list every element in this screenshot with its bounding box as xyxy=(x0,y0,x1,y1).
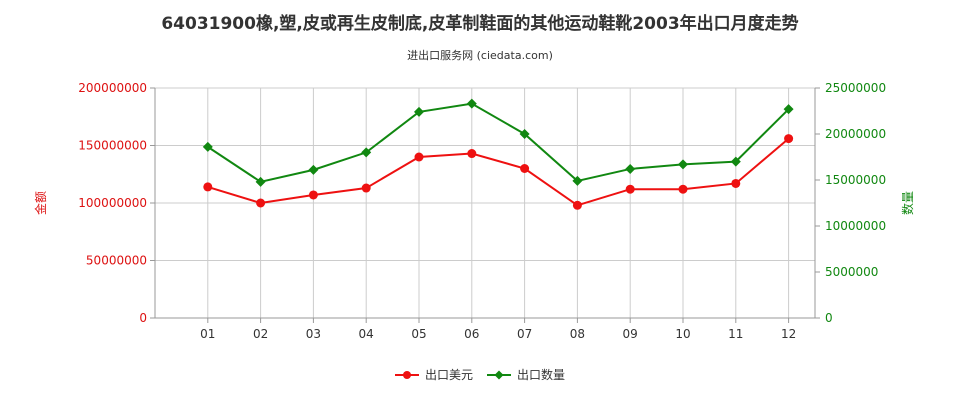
series-1-point xyxy=(731,178,741,188)
series-2-point xyxy=(519,129,530,139)
y-left-tick-label: 0 xyxy=(139,311,147,325)
x-tick-label: 03 xyxy=(306,327,321,341)
y-left-tick-label: 200000000 xyxy=(78,81,147,95)
series-2-point xyxy=(361,147,372,158)
series-2-point xyxy=(308,164,319,175)
x-tick-label: 07 xyxy=(517,327,532,341)
y-left-tick-label: 50000000 xyxy=(86,254,147,268)
series-2-point xyxy=(783,104,794,115)
series-2-point xyxy=(625,163,636,174)
y-left-axis-label: 金额 xyxy=(33,191,48,215)
y-right-tick-label: 0 xyxy=(825,311,833,325)
series-1-point xyxy=(572,200,582,210)
x-tick-label: 01 xyxy=(200,327,215,341)
x-tick-label: 08 xyxy=(570,327,585,341)
x-tick-label: 11 xyxy=(728,327,743,341)
series-1-point xyxy=(520,164,530,173)
x-tick-label: 04 xyxy=(359,327,374,341)
x-tick-label: 05 xyxy=(411,327,426,341)
series-1-point xyxy=(784,134,794,144)
x-tick-label: 06 xyxy=(464,327,479,341)
series-1-point xyxy=(467,149,477,159)
y-right-tick-label: 10000000 xyxy=(825,219,886,233)
legend-label-1: 出口美元 xyxy=(425,368,473,382)
x-tick-label: 09 xyxy=(623,327,638,341)
x-tick-label: 10 xyxy=(675,327,690,341)
series-1-point xyxy=(678,184,688,194)
series-1-point xyxy=(308,190,318,200)
series-line-2 xyxy=(207,102,790,183)
series-2-point xyxy=(202,141,213,152)
y-right-axis-label: 数量 xyxy=(900,191,915,215)
y-right-tick-label: 15000000 xyxy=(825,173,886,187)
x-tick-label: 12 xyxy=(781,327,796,341)
legend-marker-1 xyxy=(403,371,411,379)
series-1-point xyxy=(414,152,424,162)
legend-label-2: 出口数量 xyxy=(517,367,565,382)
chart-title: 64031900橡,塑,皮或再生皮制底,皮革制鞋面的其他运动鞋靴2003年出口月… xyxy=(161,13,798,34)
series-1-point xyxy=(203,182,213,192)
series-1-point xyxy=(361,183,371,193)
y-left-tick-label: 100000000 xyxy=(78,196,147,210)
y-left-tick-label: 150000000 xyxy=(78,139,147,153)
series-line-1 xyxy=(207,137,790,207)
series-1-point xyxy=(625,184,635,194)
chart-subtitle: 进出口服务网 (ciedata.com) xyxy=(407,48,553,62)
plot-area: 0500000001000000001500000002000000000500… xyxy=(33,81,915,382)
x-tick-label: 02 xyxy=(253,327,268,341)
series-2-point xyxy=(466,98,477,109)
series-1-point xyxy=(256,198,266,208)
legend-marker-2 xyxy=(494,370,504,380)
series-2-point xyxy=(730,156,741,167)
series-2-point xyxy=(255,176,266,187)
y-right-tick-label: 25000000 xyxy=(825,81,886,95)
series-2-point xyxy=(678,159,688,170)
series-2-point xyxy=(572,175,583,186)
y-right-tick-label: 20000000 xyxy=(825,127,886,141)
y-right-tick-label: 5000000 xyxy=(825,265,878,279)
series-2-point xyxy=(414,106,424,117)
